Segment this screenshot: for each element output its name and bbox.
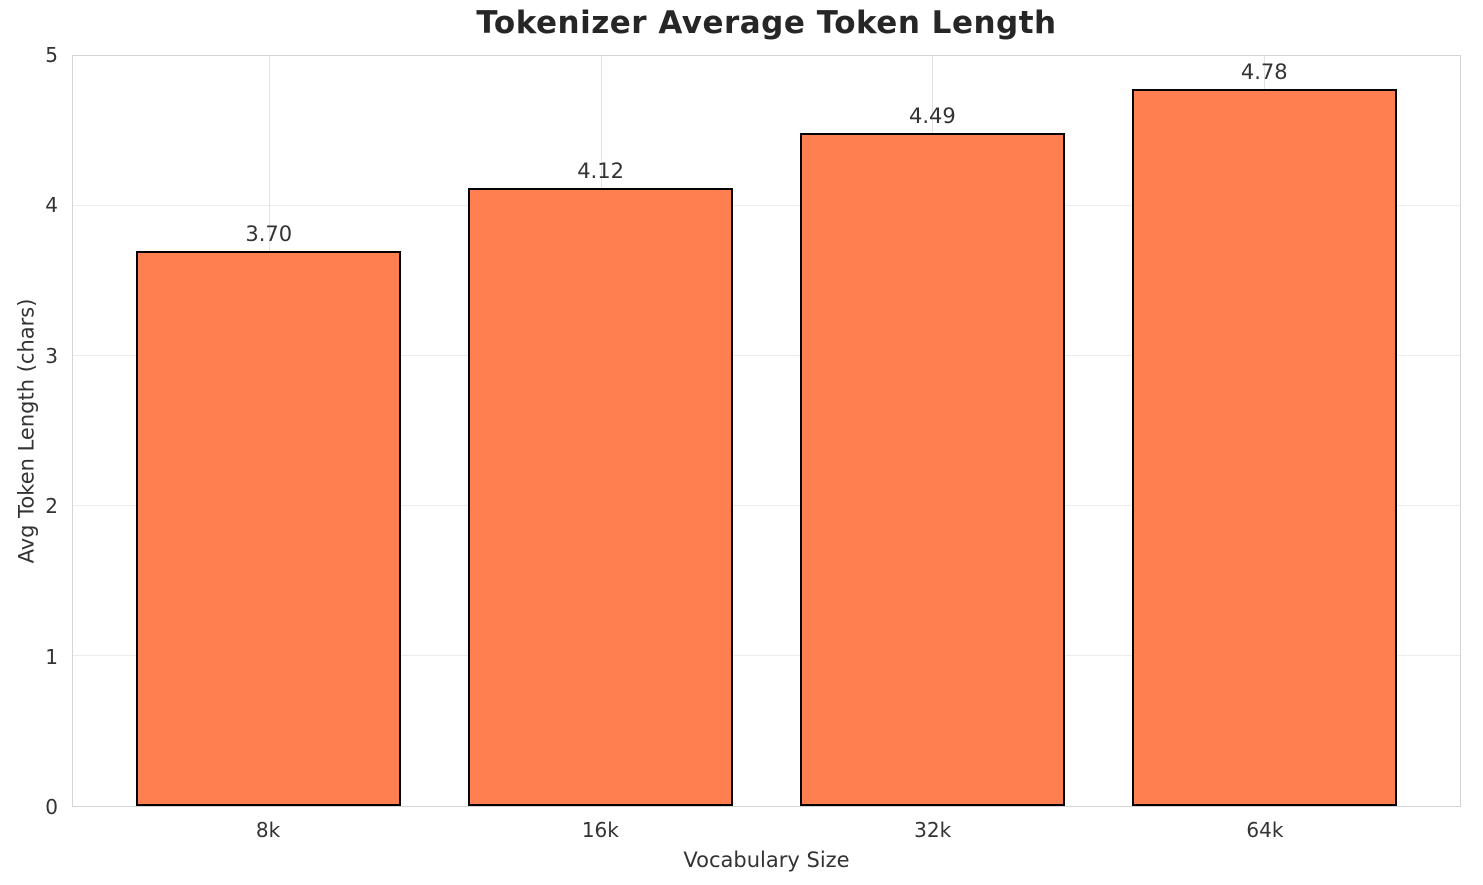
bar	[467, 188, 734, 806]
bar-value-label: 3.70	[245, 222, 293, 246]
h-gridline	[73, 655, 1460, 656]
y-tick-label: 3	[45, 343, 58, 368]
x-tick-label: 64k	[1246, 818, 1284, 842]
plot-area: 3.70 4.12 4.49 4.78	[72, 55, 1461, 807]
y-tick-label: 4	[45, 193, 58, 218]
y-tick-label: 0	[45, 795, 58, 819]
bar	[799, 132, 1066, 806]
h-gridline	[73, 505, 1460, 506]
bar-value-label: 4.12	[577, 159, 624, 183]
x-axis-label: Vocabulary Size	[683, 848, 850, 872]
chart-title: Tokenizer Average Token Length	[476, 5, 1057, 41]
x-tick-label: 32k	[914, 818, 952, 842]
y-tick-label: 2	[45, 494, 58, 519]
y-axis-label: Avg Token Length (chars)	[14, 298, 39, 564]
x-tick-label: 16k	[581, 818, 619, 842]
x-tick-label: 8k	[255, 818, 281, 842]
h-gridline	[73, 355, 1460, 356]
y-tick-label: 1	[45, 644, 58, 669]
bar	[136, 251, 402, 806]
bar	[1131, 89, 1397, 806]
bar-value-label: 4.78	[1240, 60, 1288, 84]
h-gridline	[73, 205, 1460, 206]
y-tick-label: 5	[45, 43, 58, 67]
bar-value-label: 4.49	[909, 103, 956, 128]
